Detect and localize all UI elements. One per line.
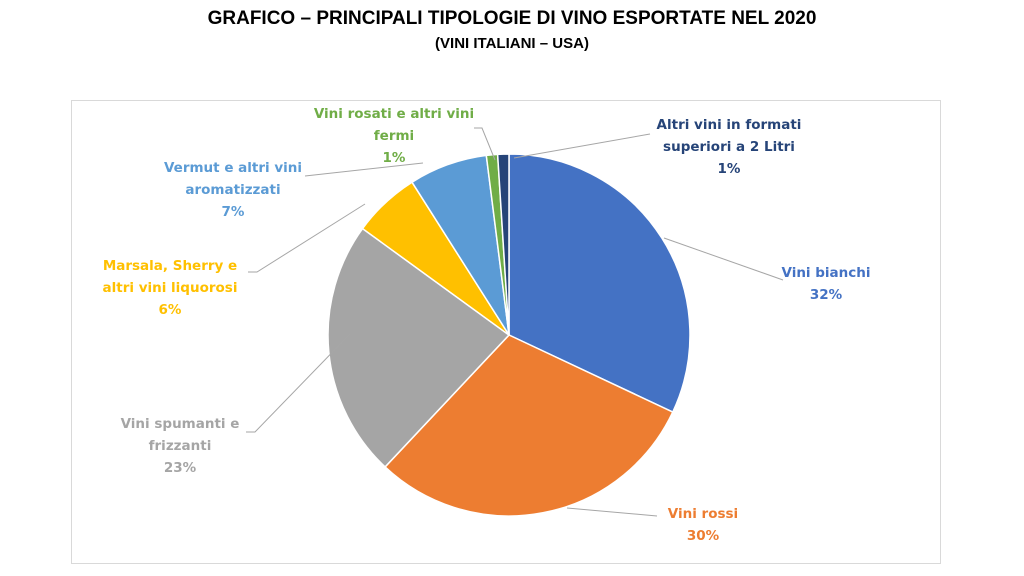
slice-label-5-line-0: Vini rosati e altri vini	[314, 106, 474, 122]
leader-line-5	[474, 127, 496, 161]
slice-value-label-4: 7%	[222, 204, 245, 220]
slice-value-label-6: 1%	[718, 161, 741, 177]
leader-line-6	[513, 133, 651, 159]
leader-line-2	[246, 333, 351, 433]
leader-line-1	[566, 507, 658, 517]
slice-label-4-line-1: aromatizzati	[185, 182, 280, 198]
slice-value-label-0: 32%	[810, 287, 843, 303]
slice-label-0-line-0: Vini bianchi	[781, 265, 870, 281]
pie-slice-2	[327, 227, 511, 469]
slice-label-6-line-1: superiori a 2 Litri	[663, 139, 795, 155]
leader-line-0	[663, 237, 784, 281]
slice-value-label-3: 6%	[159, 302, 182, 318]
leader-line-4	[304, 162, 424, 177]
slice-value-label-1: 30%	[687, 528, 720, 544]
slice-value-label-5: 1%	[383, 150, 406, 166]
pie-slice-6	[496, 153, 510, 336]
chart-title: GRAFICO – PRINCIPALI TIPOLOGIE DI VINO E…	[207, 8, 817, 29]
leader-lines	[246, 127, 784, 517]
slice-label-1-line-0: Vini rossi	[668, 506, 738, 522]
pie-slice-0	[508, 153, 691, 414]
chart-frame	[71, 100, 941, 564]
slice-labels: Vini bianchi 32% Vini rossi 30% Vini spumant…	[103, 106, 871, 544]
slice-value-label-2: 23%	[164, 460, 197, 476]
pie-slices	[327, 153, 691, 517]
pie-slice-1	[384, 334, 674, 517]
chart-subtitle: (VINI ITALIANI – USA)	[435, 35, 589, 52]
slice-label-4-line-0: Vermut e altri vini	[164, 160, 302, 176]
slice-label-2-line-0: Vini spumanti e	[121, 416, 240, 432]
slice-label-5-line-1: fermi	[374, 128, 414, 144]
slice-label-3-line-1: altri vini liquorosi	[103, 280, 238, 296]
slice-label-2-line-1: frizzanti	[149, 438, 212, 454]
slice-label-6-line-0: Altri vini in formati	[657, 117, 802, 133]
slice-label-3-line-0: Marsala, Sherry e	[103, 258, 237, 274]
leader-line-3	[248, 203, 366, 273]
